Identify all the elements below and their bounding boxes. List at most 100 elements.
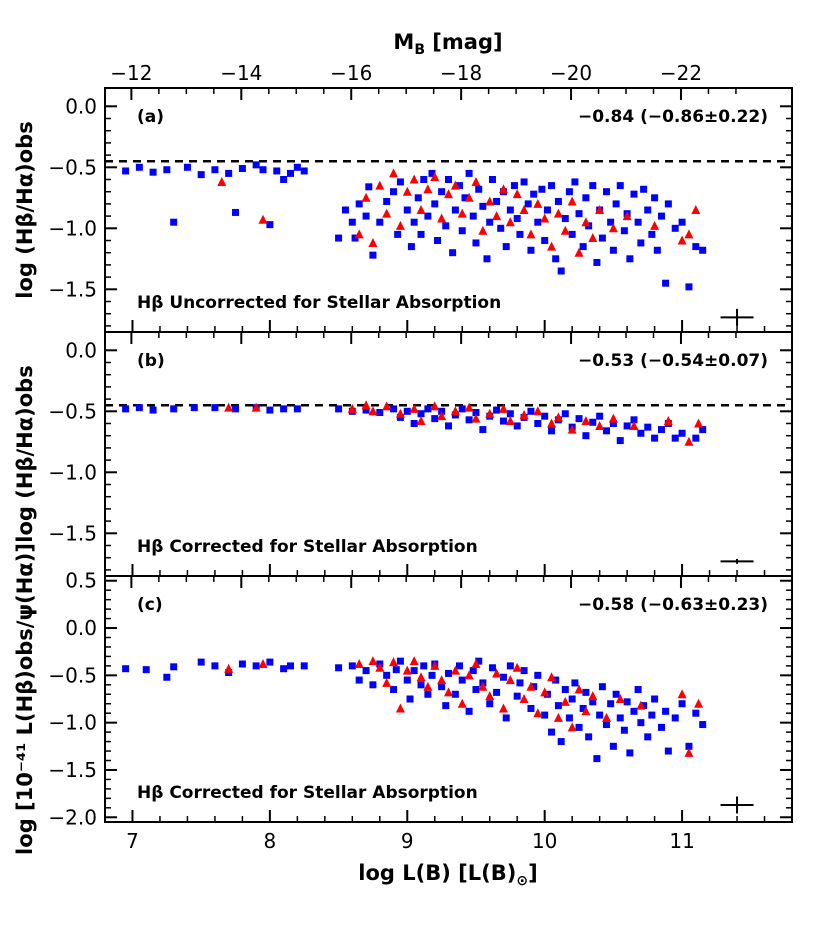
data-point-square [506,206,514,214]
data-point-square [424,405,432,413]
data-point-triangle [505,217,515,227]
data-point-triangle [581,217,591,227]
data-point-square [163,673,171,681]
data-point-triangle [512,662,522,672]
data-point-triangle [533,198,543,208]
svg-text:log L(B) [L(B)⊙]: log L(B) [L(B)⊙] [358,861,537,889]
data-point-triangle [416,205,426,214]
data-point-square [420,176,428,183]
data-point-square [293,163,301,171]
top-tick-label: −14 [220,61,262,85]
panel-statistic: −0.84 (−0.86±0.22) [578,107,768,127]
data-point-triangle [492,668,502,678]
data-point-square [609,246,617,254]
data-point-square [335,234,343,242]
series-triangle [224,656,704,757]
data-point-square [438,683,446,691]
data-point-square [434,237,442,244]
data-point-triangle [615,694,625,703]
data-point-square [376,409,384,417]
data-point-square [280,665,288,673]
data-point-square [465,416,473,424]
data-point-triangle [553,712,563,722]
data-point-square [396,657,404,665]
data-point-triangle [471,176,481,186]
data-point-triangle [375,180,385,190]
data-point-square [424,690,432,698]
x-tick-label: 10 [532,829,557,853]
data-point-square [543,206,551,214]
data-point-triangle [389,168,399,178]
data-point-square [513,215,521,223]
data-point-square [486,218,494,226]
y-tick-label: −1.5 [48,521,97,545]
data-point-square [648,230,656,238]
data-point-square [414,194,422,202]
data-point-square [417,681,425,689]
data-point-square [445,422,452,430]
data-point-square [417,230,425,238]
data-point-triangle [650,220,660,230]
data-point-square [516,679,524,687]
data-point-square [455,182,463,190]
data-point-square [565,188,573,196]
data-point-square [616,182,624,190]
panel-label: (c) [137,595,163,615]
data-point-square [469,667,477,675]
data-point-triangle [533,708,543,718]
data-point-square [634,686,642,694]
data-point-square [541,237,549,244]
y-tick-label: −0.5 [48,663,97,687]
data-point-square [472,686,480,694]
data-point-square [497,224,505,232]
data-point-square [598,234,606,242]
data-point-square [593,258,601,266]
data-point-square [135,163,143,171]
data-point-square [616,437,624,445]
data-point-triangle [581,416,591,426]
panel-statistic: −0.53 (−0.54±0.07) [578,351,768,371]
data-point-square [575,415,583,423]
data-point-square [582,194,590,202]
data-point-triangle [526,681,536,691]
data-point-square [238,660,246,668]
panel-caption: Hβ Corrected for Stellar Absorption [137,537,478,557]
data-point-triangle [567,196,577,206]
data-point-triangle [553,412,563,422]
data-point-triangle [547,241,557,251]
data-point-square [486,700,494,708]
data-point-triangle [677,689,687,699]
data-point-triangle [382,677,392,687]
data-point-triangle [395,220,405,230]
data-point-triangle [444,687,453,697]
data-point-square [634,218,642,226]
data-point-triangle [430,660,440,670]
series-square [122,404,707,445]
data-point-triangle [636,700,646,710]
data-point-triangle [519,205,529,214]
data-point-square [365,183,373,191]
data-point-square [603,427,611,435]
data-point-square [502,714,510,722]
data-point-triangle [629,420,639,430]
data-point-triangle [423,184,433,194]
data-point-square [211,662,219,670]
data-point-square [163,166,171,174]
data-point-triangle [588,691,598,701]
data-point-square [232,208,240,216]
data-point-square [170,663,178,671]
data-point-square [561,215,569,223]
data-point-square [630,190,638,198]
data-point-square [678,218,686,226]
data-point-square [527,704,535,712]
data-point-triangle [505,416,515,426]
data-point-square [607,700,615,708]
data-point-square [499,417,507,425]
data-point-square [596,711,604,719]
data-point-square [620,726,628,734]
data-point-square [407,243,415,251]
data-point-triangle [588,233,598,243]
y-tick-label: −1.0 [48,216,97,240]
panel-label: (a) [137,107,164,127]
data-point-square [557,267,565,275]
